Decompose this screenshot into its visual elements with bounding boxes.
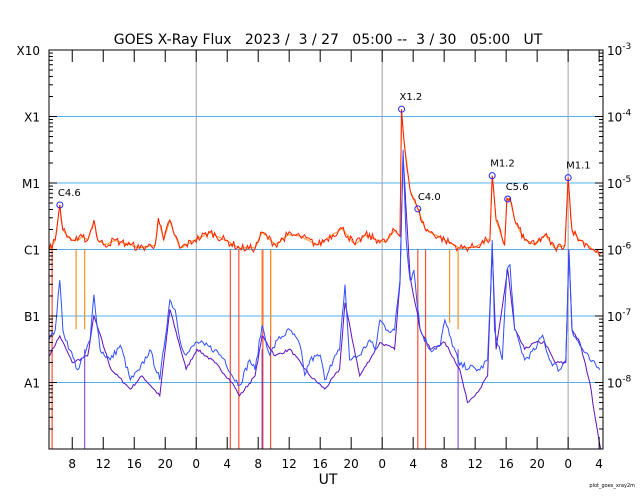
x-tick-label: 12 — [96, 457, 111, 471]
flare-label: C4.0 — [418, 192, 441, 203]
series-line-0 — [48, 109, 602, 257]
x-tick-label: 20 — [158, 457, 173, 471]
series-line-2 — [48, 156, 602, 450]
x-tick-label: 0 — [378, 457, 386, 471]
x-axis-label: UT — [319, 472, 338, 488]
x-tick-label: 20 — [344, 457, 359, 471]
x-tick-label: 8 — [440, 457, 448, 471]
axes: 8 12 16 20 0 4 8 12 16 20 0 4 8 12 16 20 0 4 X10 X1 M1 C1 B1 A1… — [17, 42, 632, 471]
left-class-label: A1 — [24, 377, 40, 391]
right-flux-label: 10-8 — [607, 375, 632, 391]
x-tick-label: 4 — [409, 457, 417, 471]
flare-annotations: C4.6 X1.2 C4.0 M1.2 C5.6 M1.1 — [56, 92, 591, 213]
x-tick-label: 16 — [313, 457, 328, 471]
x-tick-label: 4 — [223, 457, 231, 471]
flare-label: C5.6 — [506, 182, 529, 193]
flare-peak-marker — [414, 205, 422, 213]
right-flux-label: 10-6 — [607, 242, 632, 258]
chart-title: GOES X-Ray Flux 2023 / 3 / 27 05:00 -- 3… — [114, 32, 543, 48]
x-tick-label: 4 — [595, 457, 603, 471]
x-tick-label: 16 — [499, 457, 514, 471]
left-class-label: M1 — [22, 177, 40, 191]
x-tick-label: 8 — [68, 457, 76, 471]
x-tick-label: 8 — [254, 457, 262, 471]
flare-peak-marker — [488, 172, 496, 180]
right-flux-label: 10-5 — [607, 175, 631, 191]
x-tick-label: 20 — [529, 457, 544, 471]
left-class-label: X10 — [17, 44, 41, 58]
series-line-1 — [48, 149, 601, 387]
right-flux-label: 10-7 — [607, 308, 631, 324]
x-tick-label: 16 — [127, 457, 142, 471]
flux-exponent: -6 — [622, 242, 631, 252]
flare-label: X1.2 — [400, 92, 423, 103]
footer-label: plot_goes_xray2m — [589, 483, 635, 489]
flux-exponent: -5 — [622, 175, 631, 185]
flare-label: M1.2 — [490, 159, 515, 170]
x-tick-label: 12 — [282, 457, 297, 471]
flare-peak-marker — [56, 201, 64, 209]
right-flux-label: 10-4 — [607, 109, 632, 125]
flux-exponent: -7 — [622, 308, 631, 318]
flare-peak-marker — [398, 105, 406, 113]
grid — [49, 50, 603, 449]
flare-label: C4.6 — [58, 188, 81, 199]
left-class-label: X1 — [24, 111, 40, 125]
flare-label: M1.1 — [566, 161, 591, 172]
right-flux-label: 10-3 — [607, 42, 631, 58]
flare-peak-marker — [564, 174, 572, 182]
left-class-label: B1 — [24, 310, 40, 324]
flux-exponent: -4 — [622, 109, 631, 119]
x-tick-label: 0 — [192, 457, 200, 471]
left-class-label: C1 — [24, 244, 40, 258]
flux-exponent: -3 — [622, 42, 631, 52]
flare-peak-marker — [504, 195, 512, 203]
x-tick-label: 0 — [564, 457, 572, 471]
flux-exponent: -8 — [622, 375, 631, 385]
x-tick-label: 12 — [468, 457, 483, 471]
series-group — [48, 109, 602, 450]
